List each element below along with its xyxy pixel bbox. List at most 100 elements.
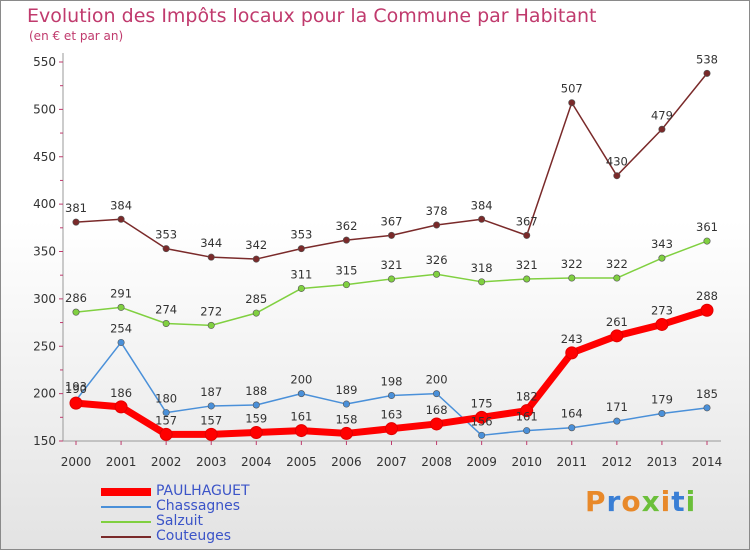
data-label: 273 bbox=[651, 303, 673, 317]
data-label: 193 bbox=[65, 379, 87, 393]
data-point bbox=[117, 215, 125, 223]
data-point bbox=[294, 424, 308, 438]
data-label: 157 bbox=[155, 413, 177, 427]
data-label: 384 bbox=[110, 198, 132, 212]
data-point bbox=[339, 426, 353, 440]
data-point bbox=[249, 425, 263, 439]
data-point bbox=[162, 409, 170, 417]
data-point bbox=[475, 410, 489, 424]
data-label: 342 bbox=[245, 238, 267, 252]
data-label: 187 bbox=[200, 385, 222, 399]
data-point bbox=[159, 427, 173, 441]
logo-letter: t bbox=[671, 485, 686, 518]
data-point bbox=[658, 410, 666, 418]
data-point bbox=[613, 417, 621, 425]
legend-swatch bbox=[101, 506, 151, 508]
data-point bbox=[433, 221, 441, 229]
data-label: 180 bbox=[155, 392, 177, 406]
data-label: 321 bbox=[516, 258, 538, 272]
data-label: 311 bbox=[290, 267, 312, 281]
data-point bbox=[387, 392, 395, 400]
data-point bbox=[655, 317, 669, 331]
data-point bbox=[297, 245, 305, 253]
data-point bbox=[703, 237, 711, 245]
y-tick-label: 350 bbox=[33, 245, 56, 259]
data-label: 322 bbox=[561, 257, 583, 271]
data-point bbox=[433, 270, 441, 278]
data-label: 378 bbox=[426, 204, 448, 218]
data-label: 189 bbox=[335, 383, 357, 397]
y-tick-label: 450 bbox=[33, 150, 56, 164]
data-point bbox=[114, 400, 128, 414]
x-tick-label: 2000 bbox=[61, 455, 92, 469]
legend-swatch bbox=[101, 521, 151, 523]
logo-letter: o bbox=[621, 485, 642, 518]
data-label: 161 bbox=[516, 410, 538, 424]
data-point bbox=[387, 275, 395, 283]
data-label: 315 bbox=[335, 264, 357, 278]
data-point bbox=[69, 396, 83, 410]
data-label: 291 bbox=[110, 286, 132, 300]
data-point bbox=[613, 172, 621, 180]
x-tick-label: 2001 bbox=[106, 455, 137, 469]
data-point bbox=[658, 125, 666, 133]
data-label: 367 bbox=[516, 214, 538, 228]
data-point bbox=[162, 245, 170, 253]
data-point bbox=[117, 338, 125, 346]
data-label: 344 bbox=[200, 236, 222, 250]
legend-item-paulhaguet: PAULHAGUET bbox=[101, 483, 401, 499]
legend-label: Chassagnes bbox=[156, 498, 241, 514]
data-point bbox=[297, 390, 305, 398]
data-label: 171 bbox=[606, 400, 628, 414]
data-point bbox=[297, 284, 305, 292]
legend-label: PAULHAGUET bbox=[156, 483, 250, 499]
data-label: 156 bbox=[471, 414, 493, 428]
data-label: 430 bbox=[606, 155, 628, 169]
data-label: 168 bbox=[426, 403, 448, 417]
data-label: 243 bbox=[561, 332, 583, 346]
data-label: 159 bbox=[245, 411, 267, 425]
x-tick-label: 2011 bbox=[557, 455, 588, 469]
data-label: 161 bbox=[290, 410, 312, 424]
data-label: 286 bbox=[65, 291, 87, 305]
data-point bbox=[72, 308, 80, 316]
legend-item-chassagnes: Chassagnes bbox=[101, 498, 401, 514]
data-point bbox=[568, 274, 576, 282]
data-label: 157 bbox=[200, 413, 222, 427]
data-label: 185 bbox=[696, 387, 718, 401]
x-tick-label: 2002 bbox=[151, 455, 182, 469]
data-label: 343 bbox=[651, 237, 673, 251]
legend: PAULHAGUET Chassagnes Salzuit Couteuges bbox=[101, 483, 401, 544]
data-point bbox=[162, 320, 170, 328]
proxiti-logo: Proxiti bbox=[585, 485, 696, 518]
data-label: 272 bbox=[200, 304, 222, 318]
x-tick-label: 2007 bbox=[376, 455, 407, 469]
data-point bbox=[568, 99, 576, 107]
data-point bbox=[207, 402, 215, 410]
data-point bbox=[520, 404, 534, 418]
data-point bbox=[342, 236, 350, 244]
data-label: 200 bbox=[426, 373, 448, 387]
data-point bbox=[342, 400, 350, 408]
data-label: 175 bbox=[471, 396, 493, 410]
data-point bbox=[204, 427, 218, 441]
data-label: 353 bbox=[155, 228, 177, 242]
data-label: 164 bbox=[561, 407, 583, 421]
data-label: 326 bbox=[426, 253, 448, 267]
data-label: 381 bbox=[65, 201, 87, 215]
logo-letter: r bbox=[606, 485, 622, 518]
data-point bbox=[252, 255, 260, 263]
data-point bbox=[478, 215, 486, 223]
y-tick-label: 300 bbox=[33, 292, 56, 306]
data-label: 200 bbox=[290, 373, 312, 387]
data-label: 182 bbox=[516, 390, 538, 404]
y-tick-label: 150 bbox=[33, 434, 56, 448]
x-tick-label: 2012 bbox=[602, 455, 633, 469]
data-point bbox=[207, 321, 215, 329]
data-label: 186 bbox=[110, 386, 132, 400]
data-label: 274 bbox=[155, 303, 177, 317]
x-tick-label: 2005 bbox=[286, 455, 317, 469]
data-label: 507 bbox=[561, 82, 583, 96]
data-label: 163 bbox=[381, 408, 403, 422]
